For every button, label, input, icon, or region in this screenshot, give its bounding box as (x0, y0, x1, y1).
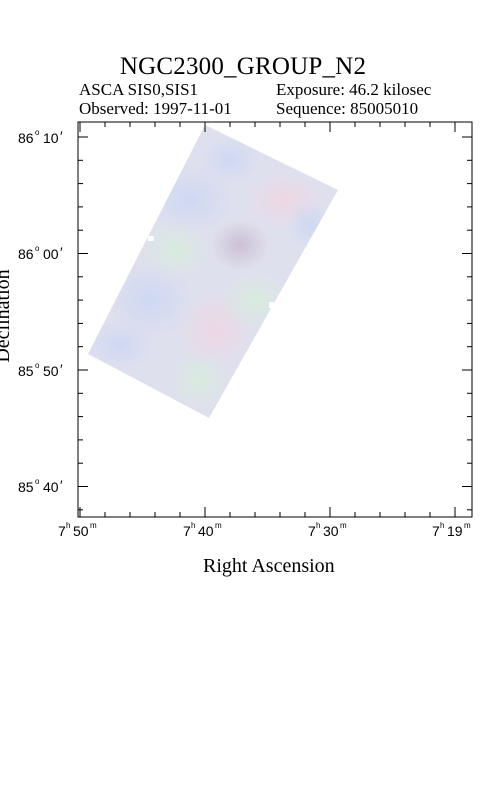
svg-text:00: 00 (43, 246, 59, 262)
y-axis-label: Declination (0, 269, 14, 363)
svg-text:h: h (440, 521, 444, 530)
svg-text:7: 7 (308, 523, 316, 539)
svg-text:o: o (35, 361, 40, 370)
svg-text:86: 86 (18, 130, 34, 146)
y-tick-label: 85 o 50 ′ (18, 361, 63, 379)
svg-text:86: 86 (18, 246, 34, 262)
svg-text:40: 40 (198, 523, 214, 539)
tick-marks (78, 122, 472, 517)
svg-text:30: 30 (323, 523, 339, 539)
svg-text:7: 7 (183, 523, 191, 539)
x-axis-label: Right Ascension (203, 555, 335, 577)
y-tick-label: 86 o 10 ′ (18, 128, 63, 146)
x-tick-label: 7 h 50 m (58, 521, 97, 539)
page-title: NGC2300_GROUP_N2 (119, 53, 367, 80)
svg-text:m: m (90, 521, 97, 530)
plot-frame (77, 121, 473, 518)
y-tick-label: 86 o 00 ′ (18, 244, 63, 262)
x-tick-label: 7 h 19 m (432, 521, 471, 539)
svg-text:′: ′ (60, 361, 63, 377)
svg-text:40: 40 (43, 479, 59, 495)
svg-text:o: o (35, 128, 40, 137)
svg-text:o: o (35, 477, 40, 486)
svg-text:′: ′ (60, 477, 63, 493)
x-tick-label: 7 h 30 m (308, 521, 347, 539)
svg-text:10: 10 (43, 130, 59, 146)
xray-image (88, 125, 338, 418)
svg-text:h: h (66, 521, 70, 530)
svg-text:50: 50 (73, 523, 89, 539)
svg-text:7: 7 (432, 523, 440, 539)
svg-text:o: o (35, 244, 40, 253)
x-tick-label: 7 h 40 m (183, 521, 222, 539)
svg-text:h: h (316, 521, 320, 530)
svg-text:h: h (191, 521, 195, 530)
svg-text:50: 50 (43, 363, 59, 379)
svg-text:19: 19 (447, 523, 463, 539)
image-notch (269, 302, 274, 308)
svg-text:m: m (464, 521, 471, 530)
observed-text: Observed: 1997-11-01 (79, 99, 232, 118)
svg-text:85: 85 (18, 479, 34, 495)
svg-text:m: m (215, 521, 222, 530)
exposure-text: Exposure: 46.2 kilosec (276, 80, 432, 99)
svg-text:m: m (340, 521, 347, 530)
svg-text:7: 7 (58, 523, 66, 539)
svg-text:85: 85 (18, 363, 34, 379)
sequence-text: Sequence: 85005010 (276, 99, 419, 118)
instrument-text: ASCA SIS0,SIS1 (79, 80, 199, 99)
svg-text:′: ′ (60, 244, 63, 260)
y-tick-label: 85 o 40 ′ (18, 477, 63, 495)
svg-text:′: ′ (60, 128, 63, 144)
image-notch (148, 236, 154, 241)
